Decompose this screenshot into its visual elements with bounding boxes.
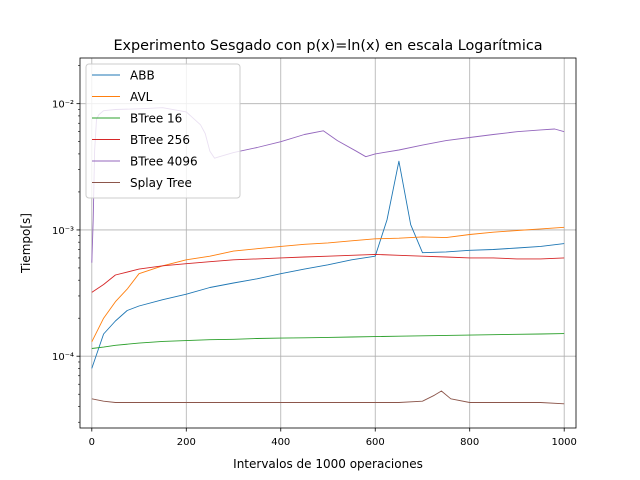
series-line-btree-256 [91,253,565,293]
y-tick-label: 10⁻³ [52,226,74,237]
x-tick-label: 0 [89,437,95,448]
legend-label: ABB [130,69,155,83]
x-axis-label: Intervalos de 1000 operaciones [233,457,423,471]
series-layer [91,107,565,405]
series-line-splay-tree [91,390,565,405]
legend: ABB AVL BTree 16 BTree 256 BTree 4096 Splay T… [85,63,241,199]
grid [80,58,576,428]
legend-box [85,63,241,199]
y-axis-label: Tiempo[s] [19,213,33,274]
x-tick-label: 1000 [551,437,576,448]
x-tick-label: 600 [366,437,385,448]
chart-title: Experimento Sesgado con p(x)=ln(x) en es… [113,38,542,54]
series-line-abb [91,160,565,369]
x-tick-label: 800 [460,437,479,448]
x-tick-label: 200 [177,437,196,448]
legend-label: AVL [130,90,153,104]
series-line-btree-16 [91,333,565,349]
legend-label: BTree 256 [130,133,190,147]
legend-label: BTree 16 [130,112,182,126]
x-ticks: 0 200 400 600 800 1000 [89,428,577,448]
legend-label: Splay Tree [130,176,192,190]
y-tick-label: 10⁻² [52,100,74,111]
series-line-avl [91,226,565,343]
x-tick-label: 400 [271,437,290,448]
plot-frame [79,57,577,429]
legend-label: BTree 4096 [130,155,198,169]
y-tick-label: 10⁻⁴ [52,352,74,363]
